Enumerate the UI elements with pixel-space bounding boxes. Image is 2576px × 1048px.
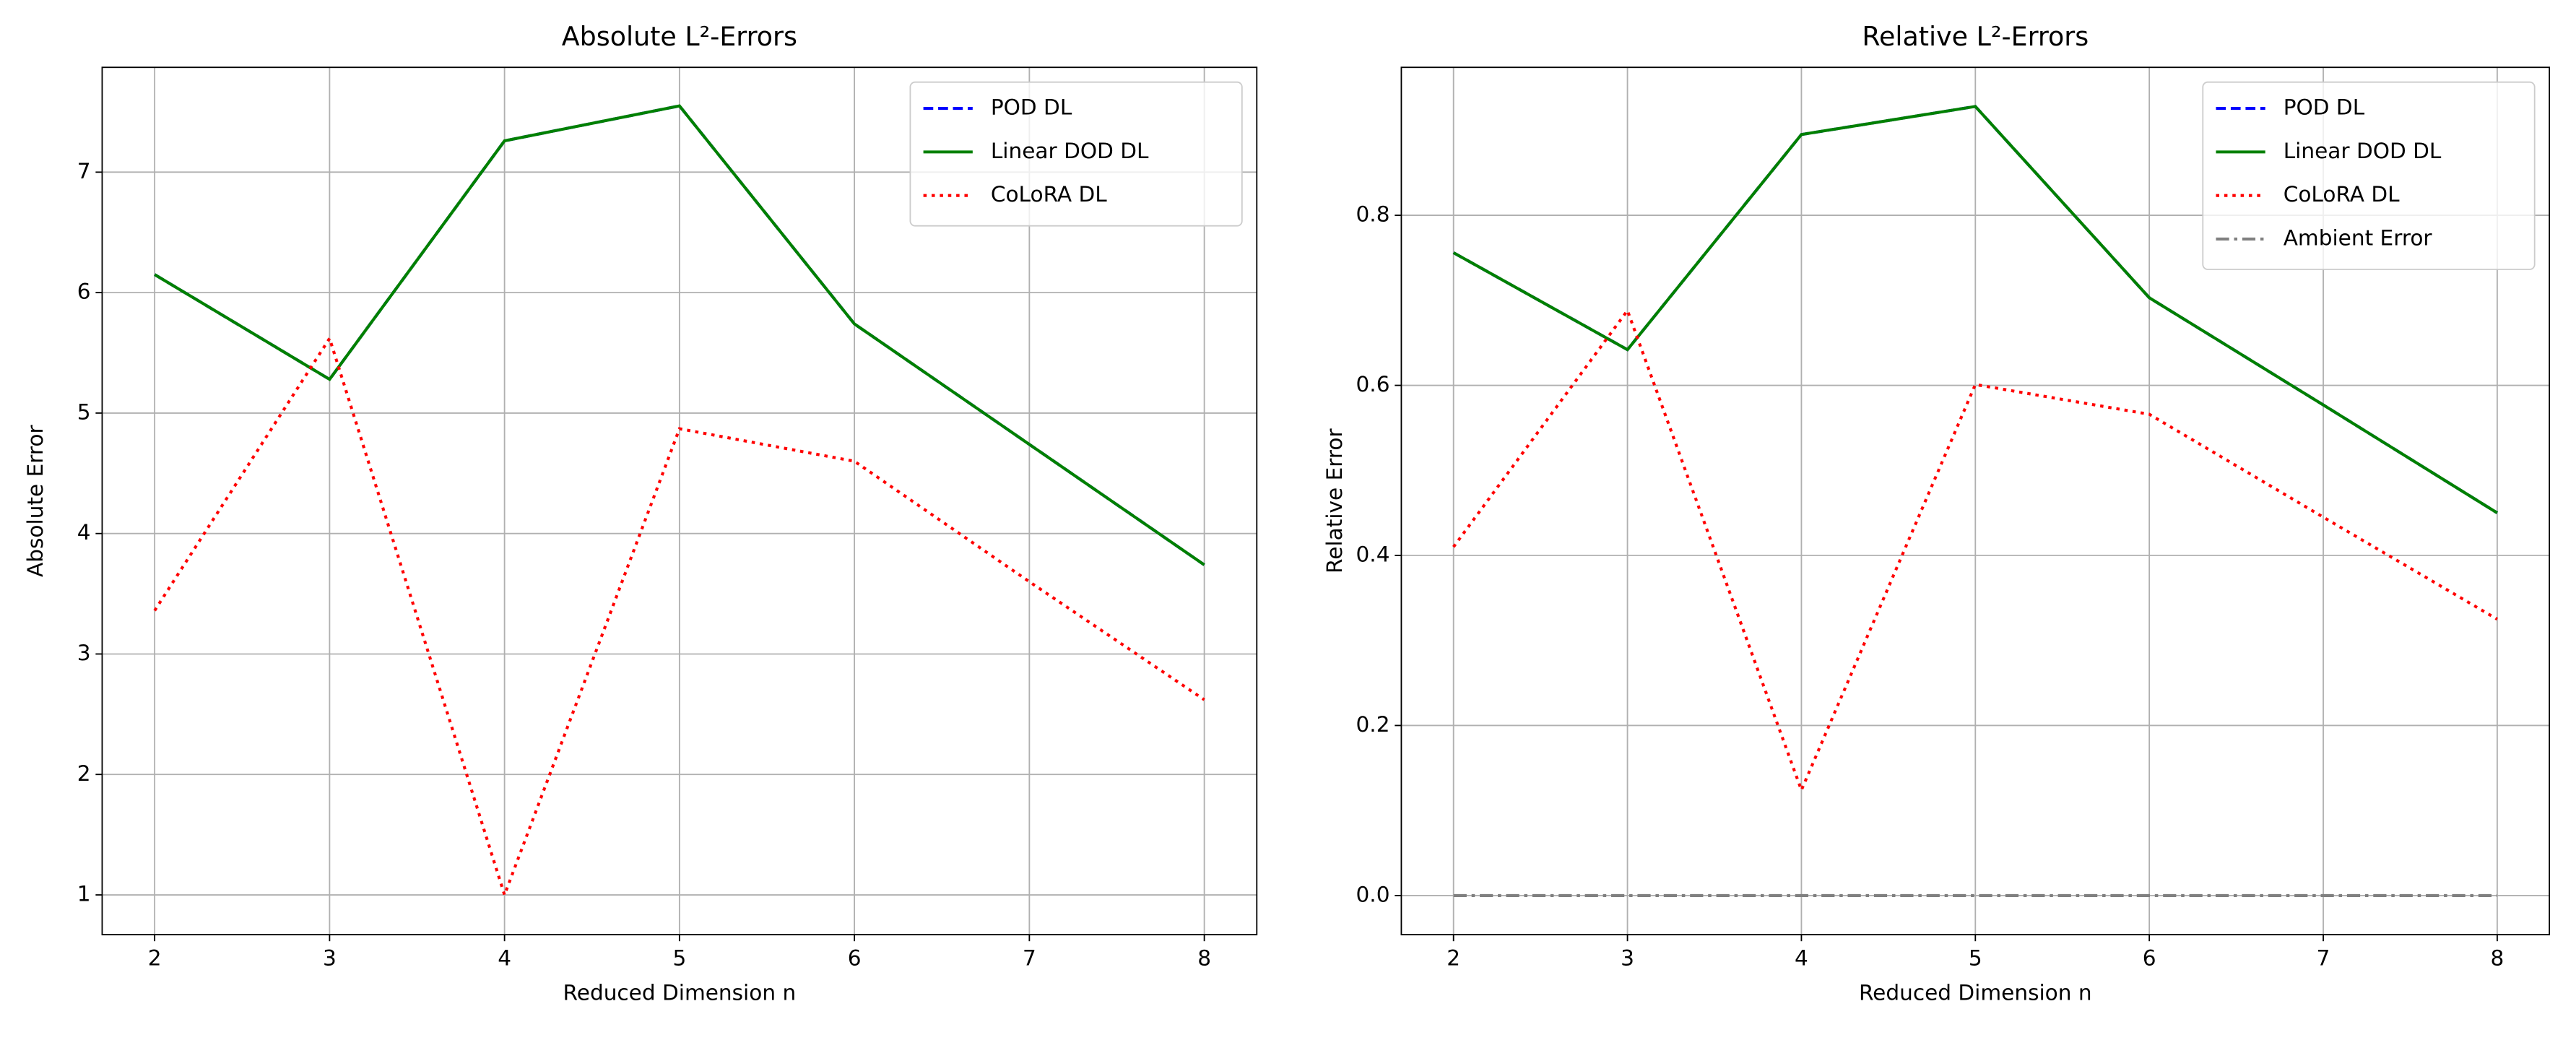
- x-tick-label: 7: [1023, 946, 1036, 971]
- y-tick-label: 7: [77, 159, 91, 183]
- legend-label: Linear DOD DL: [2284, 139, 2442, 163]
- legend-box: [909, 81, 1243, 227]
- x-tick-label: 8: [2490, 946, 2504, 971]
- x-tick-label: 8: [1197, 946, 1211, 971]
- y-tick-label: 0.8: [1356, 202, 1390, 227]
- y-tick-label: 5: [77, 399, 91, 424]
- x-tick-label: 3: [323, 946, 337, 971]
- x-tick-label: 6: [2143, 946, 2156, 971]
- y-axis-label: Absolute Error: [23, 425, 48, 577]
- x-tick-label: 3: [1621, 946, 1634, 971]
- y-tick-label: 0.4: [1356, 542, 1390, 567]
- x-tick-label: 7: [2317, 946, 2330, 971]
- chart-title: Relative L²-Errors: [1862, 21, 2089, 52]
- y-tick-label: 0.6: [1356, 372, 1390, 397]
- legend-label: POD DL: [2284, 95, 2365, 120]
- y-tick-label: 0.0: [1356, 882, 1390, 906]
- x-tick-label: 2: [1447, 946, 1460, 971]
- x-axis-label: Reduced Dimension n: [563, 980, 797, 1005]
- legend-label: Ambient Error: [2284, 225, 2433, 250]
- legend-label: CoLoRA DL: [2284, 182, 2400, 207]
- y-tick-label: 1: [77, 882, 91, 906]
- x-tick-label: 4: [1795, 946, 1808, 971]
- series-line: [154, 104, 1205, 566]
- chart-title: Absolute L²-Errors: [562, 21, 797, 52]
- y-axis-label: Relative Error: [1322, 428, 1347, 573]
- x-tick-label: 5: [672, 946, 686, 971]
- axes-frame: [1400, 66, 2551, 935]
- axes-frame: [101, 66, 1258, 935]
- x-tick-label: 5: [1969, 946, 1982, 971]
- legend-label: Linear DOD DL: [991, 139, 1149, 163]
- legend-label: POD DL: [991, 95, 1072, 120]
- series-line: [153, 334, 1205, 900]
- series-line: [1452, 105, 2498, 514]
- legend-box: [2202, 81, 2536, 270]
- y-tick-label: 0.2: [1356, 712, 1390, 737]
- y-tick-label: 6: [77, 280, 91, 304]
- x-tick-label: 6: [848, 946, 862, 971]
- y-tick-label: 3: [77, 641, 91, 665]
- x-axis-label: Reduced Dimension n: [1859, 980, 2092, 1005]
- y-tick-label: 4: [77, 520, 91, 545]
- y-tick-label: 2: [77, 761, 91, 786]
- x-tick-label: 2: [148, 946, 162, 971]
- x-tick-label: 4: [498, 946, 511, 971]
- legend-label: CoLoRA DL: [991, 182, 1107, 207]
